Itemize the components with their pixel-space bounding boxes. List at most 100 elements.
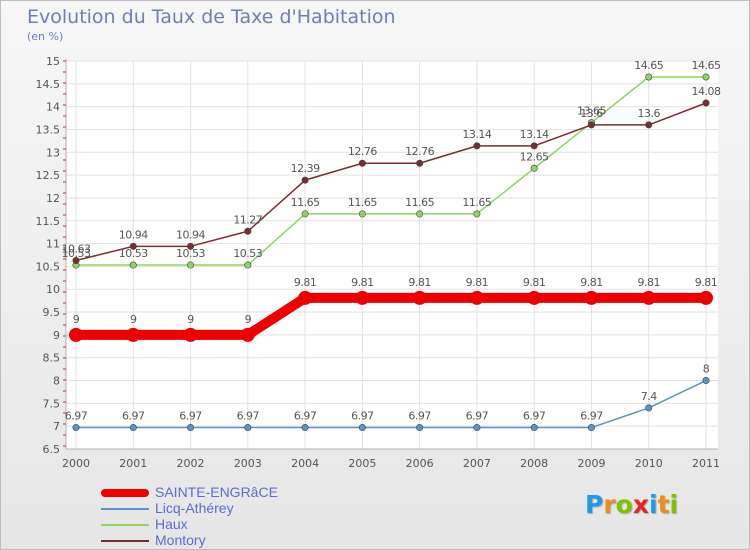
- data-label: 13.65: [577, 105, 606, 118]
- data-label: 6.97: [294, 410, 317, 423]
- logo-letter: i: [669, 490, 679, 519]
- data-label: 9.81: [695, 276, 718, 289]
- data-point: [530, 424, 538, 432]
- x-tick-label: 2010: [635, 457, 663, 470]
- legend-swatch: [101, 524, 149, 526]
- data-point: [244, 227, 252, 235]
- logo-letter: P: [585, 490, 604, 519]
- y-tick-label: 11.5: [36, 215, 61, 228]
- x-tick-label: 2008: [520, 457, 548, 470]
- data-label: 6.97: [237, 410, 260, 423]
- data-label: 9: [73, 313, 80, 326]
- data-point: [530, 164, 538, 172]
- data-point: [129, 242, 137, 250]
- legend-swatch: [101, 489, 149, 497]
- x-tick-label: 2006: [406, 457, 434, 470]
- logo-letter: i: [649, 490, 658, 519]
- data-label: 13.14: [462, 128, 491, 141]
- y-tick-label: 12.5: [36, 169, 61, 182]
- data-label: 6.97: [65, 410, 88, 423]
- x-tick-label: 2001: [119, 457, 147, 470]
- data-point: [416, 424, 424, 432]
- data-point: [187, 424, 195, 432]
- data-point: [699, 290, 713, 305]
- data-point: [587, 424, 595, 432]
- data-point: [416, 159, 424, 167]
- data-label: 6.97: [122, 410, 145, 423]
- data-point: [244, 424, 252, 432]
- legend-item: Montory: [101, 532, 401, 549]
- x-tick-label: 2009: [577, 457, 605, 470]
- data-point: [530, 142, 538, 150]
- data-point: [473, 142, 481, 150]
- data-label: 9.81: [523, 276, 546, 289]
- data-point: [412, 290, 427, 305]
- data-label: 6.97: [523, 410, 546, 423]
- data-label: 14.65: [692, 59, 721, 72]
- data-point: [183, 327, 198, 342]
- data-label: 14.65: [634, 59, 663, 72]
- legend-item: Licq-Athérey: [101, 500, 401, 517]
- data-point: [72, 424, 80, 432]
- data-point: [702, 377, 710, 385]
- data-label: 13.6: [580, 107, 603, 120]
- data-label: 7.4: [641, 390, 657, 403]
- data-point: [301, 424, 309, 432]
- y-tick-label: 10.5: [36, 260, 61, 273]
- x-tick-label: 2003: [234, 457, 262, 470]
- series-line-2: [75, 76, 707, 266]
- data-point: [469, 290, 484, 305]
- y-tick-label: 14: [46, 101, 60, 114]
- data-point: [187, 261, 195, 269]
- data-point: [527, 290, 542, 305]
- data-label: 11.65: [348, 196, 377, 209]
- data-point: [301, 176, 309, 184]
- x-tick-label: 2007: [463, 457, 491, 470]
- data-label: 9: [187, 313, 194, 326]
- data-point: [702, 99, 710, 107]
- y-tick-label: 10: [46, 283, 60, 296]
- plot-area: [66, 61, 718, 449]
- data-label: 13.6: [637, 107, 660, 120]
- y-tick-label: 12: [46, 192, 60, 205]
- data-point: [72, 256, 80, 264]
- y-tick-label: 9: [53, 329, 60, 342]
- data-label: 10.94: [119, 228, 148, 241]
- data-label: 9.81: [466, 276, 489, 289]
- x-tick-label: 2000: [62, 457, 90, 470]
- logo-letter: r: [603, 490, 616, 519]
- data-label: 14.08: [692, 85, 721, 98]
- data-point: [587, 121, 595, 129]
- x-tick-label: 2004: [291, 457, 319, 470]
- data-label: 11.65: [291, 196, 320, 209]
- data-point: [129, 424, 137, 432]
- y-tick-label: 7.5: [43, 397, 61, 410]
- series-line-0: [71, 292, 711, 340]
- legend: SAINTE-ENGRâCE Licq-Athérey Haux Montory: [101, 484, 401, 549]
- data-point: [473, 424, 481, 432]
- data-point: [244, 261, 252, 269]
- y-tick-label: 13.5: [36, 123, 61, 136]
- data-point: [702, 73, 710, 81]
- legend-swatch: [101, 540, 149, 542]
- legend-swatch: [101, 508, 149, 510]
- data-label: 9: [245, 313, 252, 326]
- data-point: [240, 327, 255, 342]
- chart-title: Evolution du Taux de Taxe d'Habitation: [27, 6, 396, 28]
- data-label: 11.65: [462, 196, 491, 209]
- data-label: 9.81: [408, 276, 431, 289]
- y-tick-label: 15: [46, 55, 60, 68]
- legend-label: Licq-Athérey: [155, 500, 234, 516]
- data-label: 8: [703, 363, 710, 376]
- y-tick-label: 6.5: [43, 443, 61, 456]
- data-label: 9.81: [294, 276, 317, 289]
- logo-letter: o: [615, 490, 633, 519]
- data-point: [641, 290, 656, 305]
- y-tick-label: 9.5: [43, 306, 61, 319]
- data-point: [69, 327, 83, 342]
- data-label: 10.63: [62, 242, 91, 255]
- data-label: 6.97: [580, 410, 603, 423]
- data-point: [298, 290, 313, 305]
- data-point: [584, 290, 599, 305]
- data-label: 10.53: [62, 247, 91, 260]
